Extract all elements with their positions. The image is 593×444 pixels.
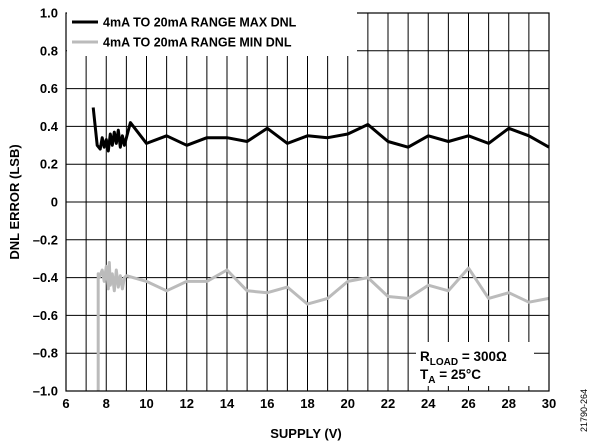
figure-id: 21790-264 bbox=[579, 389, 589, 432]
x-tick-label: 14 bbox=[220, 396, 235, 411]
x-tick-label: 30 bbox=[542, 396, 556, 411]
x-axis-title: SUPPLY (V) bbox=[270, 426, 342, 441]
series-line-max-dnl bbox=[91, 107, 550, 153]
legend: 4mA TO 20mA RANGE MAX DNL 4mA TO 20mA RA… bbox=[67, 12, 357, 56]
x-tick-label: 20 bbox=[341, 396, 355, 411]
y-axis-title: DNL ERROR (LSB) bbox=[7, 144, 22, 259]
y-tick-label: 0.6 bbox=[40, 81, 58, 96]
x-tick-label: 24 bbox=[421, 396, 436, 411]
y-tick-label: –1.0 bbox=[33, 384, 58, 399]
y-tick-label: –0.8 bbox=[33, 346, 58, 361]
x-tick-label: 10 bbox=[139, 396, 153, 411]
y-tick-label: 0.2 bbox=[40, 157, 58, 172]
tick-labels: 6 8 10 12 14 16 18 20 22 24 26 28 30 –1.0 –0.8 –0.6 –0.4… bbox=[33, 6, 557, 412]
y-tick-label: 0 bbox=[51, 195, 58, 210]
y-tick-label: –0.2 bbox=[33, 232, 58, 247]
x-tick-label: 8 bbox=[103, 396, 110, 411]
y-tick-label: 1.0 bbox=[40, 6, 58, 21]
legend-label-max: 4mA TO 20mA RANGE MAX DNL bbox=[103, 16, 297, 30]
y-tick-label: 0.4 bbox=[40, 119, 59, 134]
grid bbox=[66, 13, 549, 391]
y-tick-label: –0.6 bbox=[33, 308, 58, 323]
y-tick-label: –0.4 bbox=[33, 270, 59, 285]
annotation-box bbox=[416, 342, 534, 386]
x-tick-label: 26 bbox=[461, 396, 475, 411]
rload-annotation: RLOAD = 300Ω bbox=[420, 349, 507, 368]
legend-label-min: 4mA TO 20mA RANGE MIN DNL bbox=[103, 36, 292, 50]
conditions-annotation: RLOAD = 300Ω TA = 25°C bbox=[416, 342, 534, 386]
series-layer bbox=[91, 107, 550, 391]
x-tick-label: 18 bbox=[300, 396, 314, 411]
y-tick-label: 0.8 bbox=[40, 43, 58, 58]
legend-box bbox=[67, 12, 357, 56]
x-tick-label: 16 bbox=[260, 396, 274, 411]
ta-annotation: TA = 25°C bbox=[420, 367, 481, 386]
x-tick-label: 12 bbox=[180, 396, 194, 411]
x-tick-label: 22 bbox=[381, 396, 395, 411]
x-tick-label: 6 bbox=[62, 396, 69, 411]
x-tick-label: 28 bbox=[502, 396, 516, 411]
series-line-min-dnl bbox=[96, 261, 550, 391]
